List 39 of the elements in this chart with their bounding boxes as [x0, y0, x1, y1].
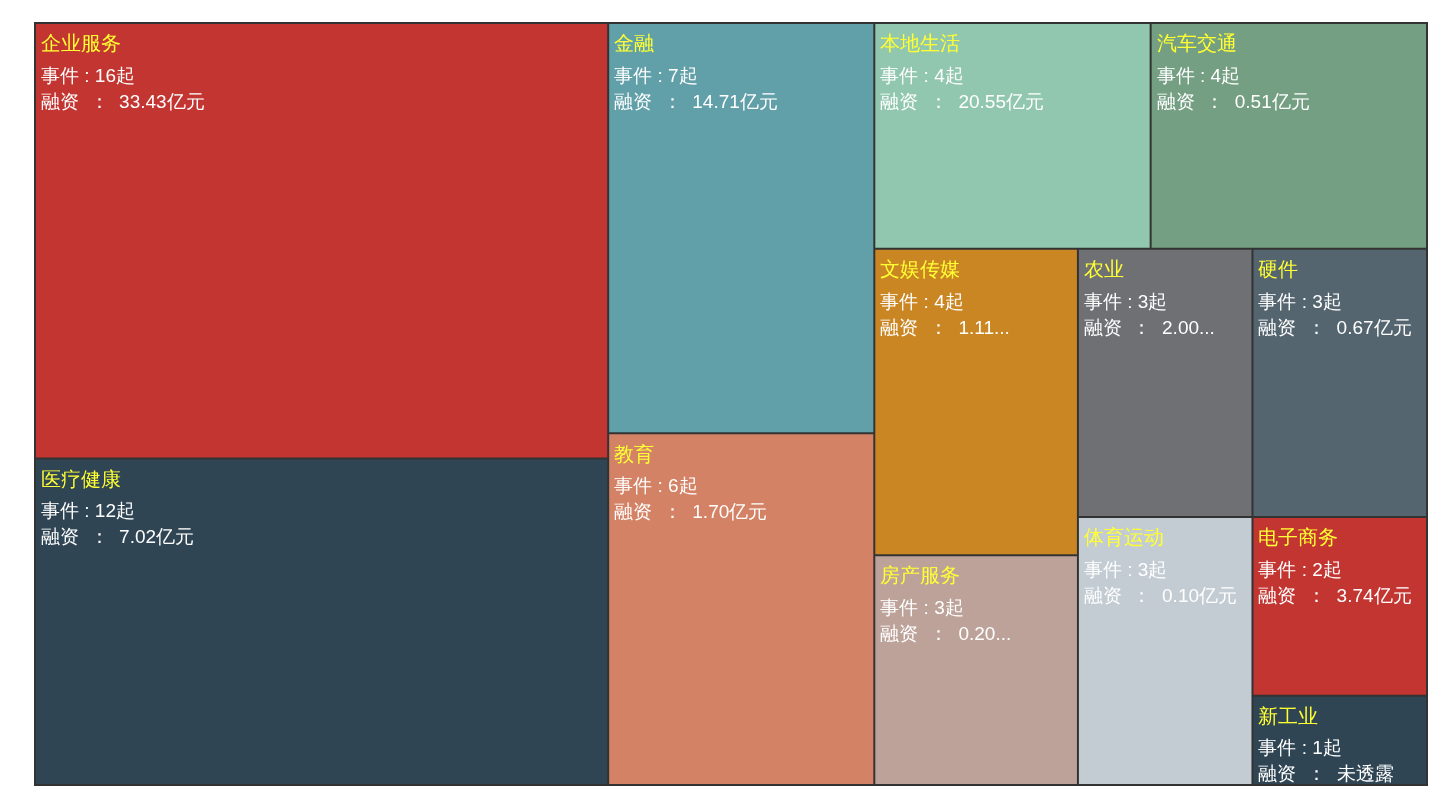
text: 融资 ： 20.55亿元: [880, 90, 1044, 112]
data-label: 事件 : 6起: [614, 475, 698, 497]
category-label: 医疗健康: [41, 466, 121, 491]
category-label: 文娱传媒: [880, 256, 961, 281]
text: 融资 ： 0.67亿元: [1258, 316, 1412, 338]
data-label: 事件 : 7起: [614, 64, 698, 86]
category-label: 体育运动: [1083, 525, 1164, 550]
category-label: 企业服务: [41, 31, 121, 56]
text: 融资 ： 0.51亿元: [1156, 90, 1310, 112]
category-label: 硬件: [1258, 256, 1299, 281]
text: 融资 ： 7.02亿元: [41, 526, 195, 548]
category-label: 农业: [1083, 256, 1124, 281]
category-label: 新工业: [1258, 703, 1319, 728]
category-label: 本地生活: [880, 31, 961, 56]
data-label: 事件 : 3起: [1258, 290, 1342, 312]
text: 融资 ： 未透露: [1258, 763, 1394, 785]
data-label: 事件 : 3起: [1083, 290, 1168, 312]
text: 融资 ： 33.43亿元: [41, 90, 205, 112]
text: 融资 ： 0.10亿元: [1083, 584, 1238, 606]
text: 融资 ： 14.71亿元: [614, 90, 778, 112]
text: 融资 ： 3.74亿元: [1258, 584, 1412, 606]
category-label: 汽车交通: [1156, 31, 1237, 56]
text: 融资 ： 0.20...: [880, 622, 1012, 644]
text: 融资 ： 2.00...: [1083, 316, 1215, 338]
category-label: 金融: [614, 31, 655, 56]
data-label: 事件 : 4起: [880, 290, 964, 312]
data-label: 事件 : 12起: [41, 500, 135, 522]
category-label: 教育: [614, 441, 655, 466]
text: 融资 ： 1.11...: [880, 316, 1010, 338]
data-label: 事件 : 3起: [1083, 558, 1168, 580]
text: 融资 ： 1.70亿元: [614, 501, 768, 523]
data-label: 事件 : 4起: [880, 64, 964, 86]
data-label: 事件 : 1起: [1258, 737, 1342, 759]
data-label: 事件 : 2起: [1258, 558, 1342, 580]
data-label: 事件 : 3起: [880, 596, 964, 618]
data-label: 事件 : 16起: [41, 64, 135, 86]
category-label: 电子商务: [1258, 525, 1339, 550]
category-label: 房产服务: [880, 563, 961, 588]
data-label: 事件 : 4起: [1156, 64, 1241, 86]
